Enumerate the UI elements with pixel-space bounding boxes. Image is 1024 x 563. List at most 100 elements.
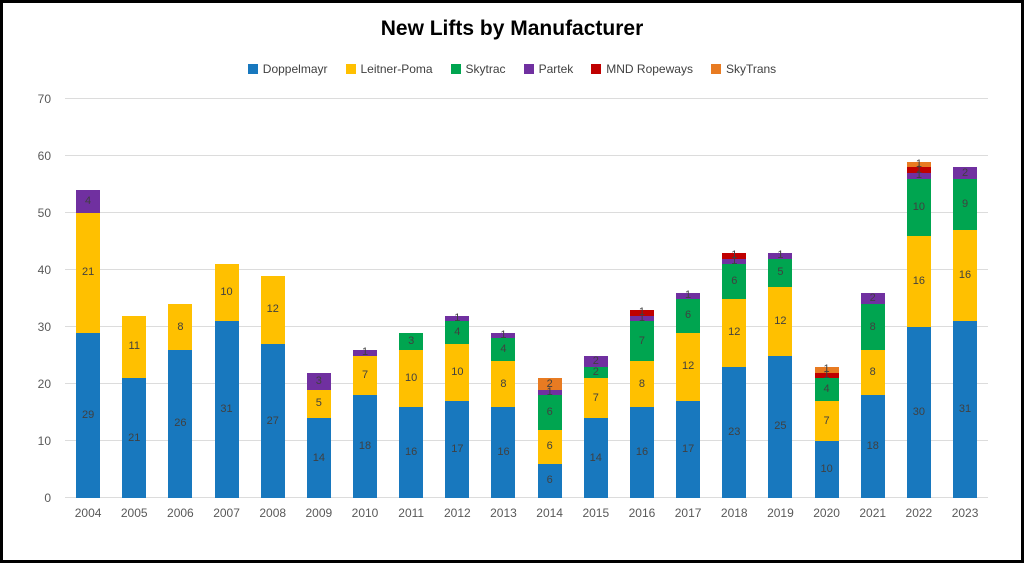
x-axis-tick-label: 2017: [674, 506, 702, 520]
bar-segment-value-label: 10: [451, 366, 464, 379]
bar-segment-value-label: 10: [912, 200, 926, 213]
bar-column-2006: 26 8 2006: [157, 99, 203, 520]
y-axis-tick-label: 10: [37, 434, 51, 448]
bar-column-2012: 17 10 4 1 2012: [434, 99, 480, 520]
gridline-70: [65, 98, 988, 99]
bar-segment-value-label: 2: [546, 377, 553, 390]
bar-segment-value-label: 3: [408, 334, 415, 347]
bar-segment-skytrac-2019: 5: [768, 258, 793, 288]
bar-column-2021: 18 8 8 2 2021: [850, 99, 896, 520]
bar-segment-value-label: 12: [266, 303, 279, 316]
y-axis-tick-label: 0: [44, 491, 51, 505]
bar-segment-partek-2004: 4: [76, 190, 101, 214]
bar-segment-value-label: 4: [85, 195, 92, 208]
gridline-60: [65, 155, 988, 156]
bar-segment-value-label: 14: [312, 451, 325, 464]
bar-segment-value-label: 16: [958, 269, 972, 282]
bar-segment-value-label: 31: [220, 403, 233, 416]
bar-segment-value-label: 8: [869, 366, 876, 379]
bar-segment-value-label: 1: [731, 249, 738, 262]
bar-segment-value-label: 21: [128, 431, 141, 444]
bar-column-2010: 18 7 1 2010: [342, 99, 388, 520]
x-axis-tick-label: 2006: [167, 506, 194, 520]
bar-segment-value-label: 1: [777, 249, 784, 262]
legend-item-partek: Partek: [523, 62, 574, 76]
bar-column-2005: 21 11 2005: [111, 99, 157, 520]
bar-segment-skytrac-2016: 7: [629, 321, 654, 362]
bar-segment-doppelmayr-2012: 17: [445, 401, 470, 498]
bar-column-2007: 31 10 2007: [203, 99, 249, 520]
bar-segment-value-label: 2: [869, 292, 876, 305]
bar-segment-value-label: 6: [685, 309, 692, 322]
bar-segment-skytrac-2021: 8: [860, 304, 885, 350]
bar-segment-skytrac-2015: 2: [583, 367, 608, 379]
x-axis-tick-label: 2015: [582, 506, 610, 520]
bar-column-2015: 14 7 2 2 2015: [573, 99, 619, 520]
gridline-20: [65, 383, 988, 384]
bar-segment-value-label: 10: [405, 371, 418, 384]
y-axis-tick-label: 50: [37, 206, 51, 220]
bar-segment-value-label: 1: [638, 311, 646, 324]
legend-marker-icon: [710, 64, 721, 74]
legend-marker-icon: [523, 64, 534, 74]
x-axis-tick-label: 2019: [767, 506, 794, 520]
legend-marker-icon: [450, 64, 461, 74]
bar-column-2020: 10 7 4 1 1 2020: [804, 99, 850, 520]
bar-segment-partek-2010: 1: [353, 346, 378, 359]
bar-segment-partek-2023: 2: [953, 167, 978, 179]
bar-segment-partek-2022: 1: [906, 170, 931, 181]
bar-segment-value-label: 5: [777, 266, 784, 279]
legend-item-skytrac: Skytrac: [450, 62, 506, 76]
chart-title: New Lifts by Manufacturer: [380, 17, 644, 40]
bar-segment-doppelmayr-2011: 16: [399, 406, 424, 498]
bar-segment-value-label: 1: [915, 158, 922, 171]
bar-segment-doppelmayr-2007: 31: [214, 321, 239, 498]
bar-column-2018: 23 12 6 1 1 2018: [711, 99, 757, 520]
bar-segment-leitner-poma-2017: 12: [676, 332, 701, 402]
bar-segment-doppelmayr-2010: 18: [353, 395, 378, 498]
legend-label: Partek: [538, 62, 574, 76]
bar-segment-leitner-poma-2006: 8: [168, 304, 193, 350]
bar-segment-value-label: 10: [820, 463, 833, 475]
bar-column-2011: 16 10 3 2011: [388, 99, 434, 520]
bar-segment-value-label: 4: [500, 343, 507, 356]
x-axis-tick-label: 2021: [859, 506, 887, 520]
bar-segment-value-label: 6: [546, 440, 553, 453]
bar-segment-value-label: 1: [500, 329, 507, 342]
legend-item-leitner-poma: Leitner-Poma: [345, 62, 433, 76]
bar-segment-partek-2015: 2: [583, 355, 608, 367]
bar-segment-value-label: 1: [638, 306, 646, 319]
bar-segment-doppelmayr-2014: 6: [537, 463, 562, 498]
bar-segment-leitner-poma-2011: 10: [399, 349, 424, 407]
bar-segment-skytrac-2020: 4: [814, 378, 839, 402]
bar-segment-value-label: 17: [681, 443, 695, 456]
bar-segment-skytrans-2020: 1: [814, 364, 839, 375]
bar-segment-doppelmayr-2017: 17: [676, 401, 701, 498]
bar-segment-doppelmayr-2022: 30: [906, 327, 931, 498]
bar-segment-value-label: 12: [681, 360, 695, 373]
legend-marker-icon: [345, 64, 356, 74]
bar-segment-value-label: 16: [635, 445, 649, 458]
legend-label: MND Ropeways: [606, 62, 693, 76]
bar-segment-doppelmayr-2023: 31: [953, 321, 978, 498]
x-axis-tick-label: 2007: [213, 506, 240, 520]
bar-segment-leitner-poma-2014: 6: [537, 429, 562, 464]
bar-segment-doppelmayr-2008: 27: [260, 344, 285, 498]
gridline-30: [65, 326, 988, 327]
bar-segment-leitner-poma-2015: 7: [583, 378, 608, 419]
bar-segment-doppelmayr-2018: 23: [722, 366, 747, 498]
bar-segment-value-label: 6: [731, 274, 738, 287]
y-axis-tick-label: 40: [37, 263, 51, 277]
x-axis-tick-label: 2009: [305, 506, 333, 520]
bar-segment-leitner-poma-2005: 11: [122, 315, 147, 379]
gridline-50: [65, 212, 988, 213]
bar-segment-skytrac-2023: 9: [953, 178, 978, 231]
bar-column-2008: 27 12 2008: [250, 99, 296, 520]
bar-segment-value-label: 27: [266, 414, 279, 427]
bar-segment-value-label: 14: [589, 451, 602, 464]
bar-segment-value-label: 31: [958, 403, 972, 416]
bar-segment-leitner-poma-2004: 21: [76, 213, 101, 333]
bar-segment-value-label: 1: [361, 346, 369, 359]
bar-segment-doppelmayr-2006: 26: [168, 349, 193, 498]
bar-segment-value-label: 11: [128, 340, 140, 353]
